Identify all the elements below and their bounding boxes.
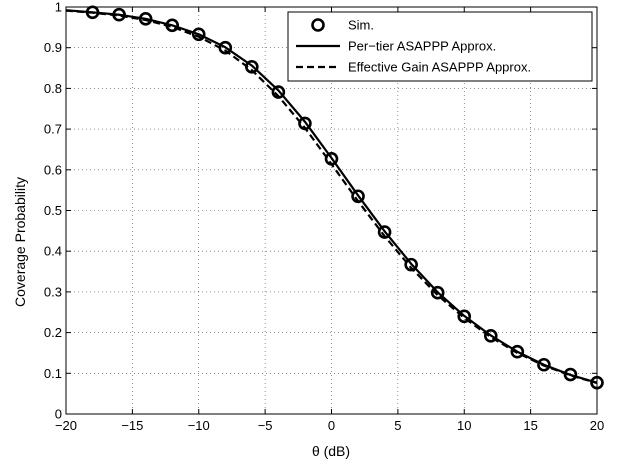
sim-marker bbox=[404, 257, 418, 272]
y-tick-label: 0.9 bbox=[44, 40, 62, 55]
legend-label: Sim. bbox=[348, 18, 374, 33]
legend-label: Per−tier ASAPPP Approx. bbox=[348, 39, 496, 54]
x-tick-label: −20 bbox=[55, 418, 77, 433]
legend-label: Effective Gain ASAPPP Approx. bbox=[348, 60, 531, 75]
grid-lines bbox=[66, 7, 597, 414]
x-tick-label: 15 bbox=[523, 418, 537, 433]
sim-marker bbox=[563, 367, 578, 382]
sim-marker bbox=[537, 357, 551, 372]
sim-marker bbox=[191, 27, 206, 42]
y-tick-label: 0.2 bbox=[44, 325, 62, 340]
y-tick-label: 0 bbox=[55, 407, 62, 422]
x-axis-label: θ (dB) bbox=[312, 443, 350, 459]
y-tick-label: 0.7 bbox=[44, 122, 62, 137]
effective-gain-approx-line bbox=[65, 9, 598, 385]
sim-marker bbox=[457, 309, 472, 324]
y-tick-label: 0.1 bbox=[44, 366, 62, 381]
x-tick-label: −5 bbox=[258, 418, 273, 433]
y-tick-label: 0.5 bbox=[44, 203, 62, 218]
sim-marker bbox=[430, 285, 445, 300]
x-tick-label: 20 bbox=[590, 418, 604, 433]
x-tick-label: 0 bbox=[328, 418, 335, 433]
series-group bbox=[65, 5, 604, 390]
tick-labels: −20 −15 −10 −5 0 5 10 15 20 0 0.1 0.2 0.3 0.4 0.5 0.6 0.… bbox=[44, 0, 604, 433]
per-tier-approx-line bbox=[65, 9, 598, 384]
legend: Sim. Per−tier ASAPPP Approx. Effective Gai… bbox=[287, 11, 593, 82]
x-tick-label: −10 bbox=[188, 418, 210, 433]
x-tick-label: −15 bbox=[121, 418, 143, 433]
y-tick-label: 1 bbox=[55, 0, 62, 15]
y-tick-label: 0.8 bbox=[44, 81, 62, 96]
sim-marker bbox=[510, 344, 525, 359]
sim-marker bbox=[483, 329, 498, 343]
y-tick-label: 0.4 bbox=[44, 244, 62, 259]
y-tick-label: 0.6 bbox=[44, 162, 62, 177]
x-tick-label: 10 bbox=[457, 418, 471, 433]
legend-marker-sim bbox=[311, 18, 325, 32]
y-tick-label: 0.3 bbox=[44, 284, 62, 299]
sim-marker bbox=[590, 375, 604, 390]
axes bbox=[65, 6, 598, 415]
x-tick-label: 5 bbox=[394, 418, 401, 433]
y-axis-label: Coverage Probability bbox=[12, 177, 28, 307]
